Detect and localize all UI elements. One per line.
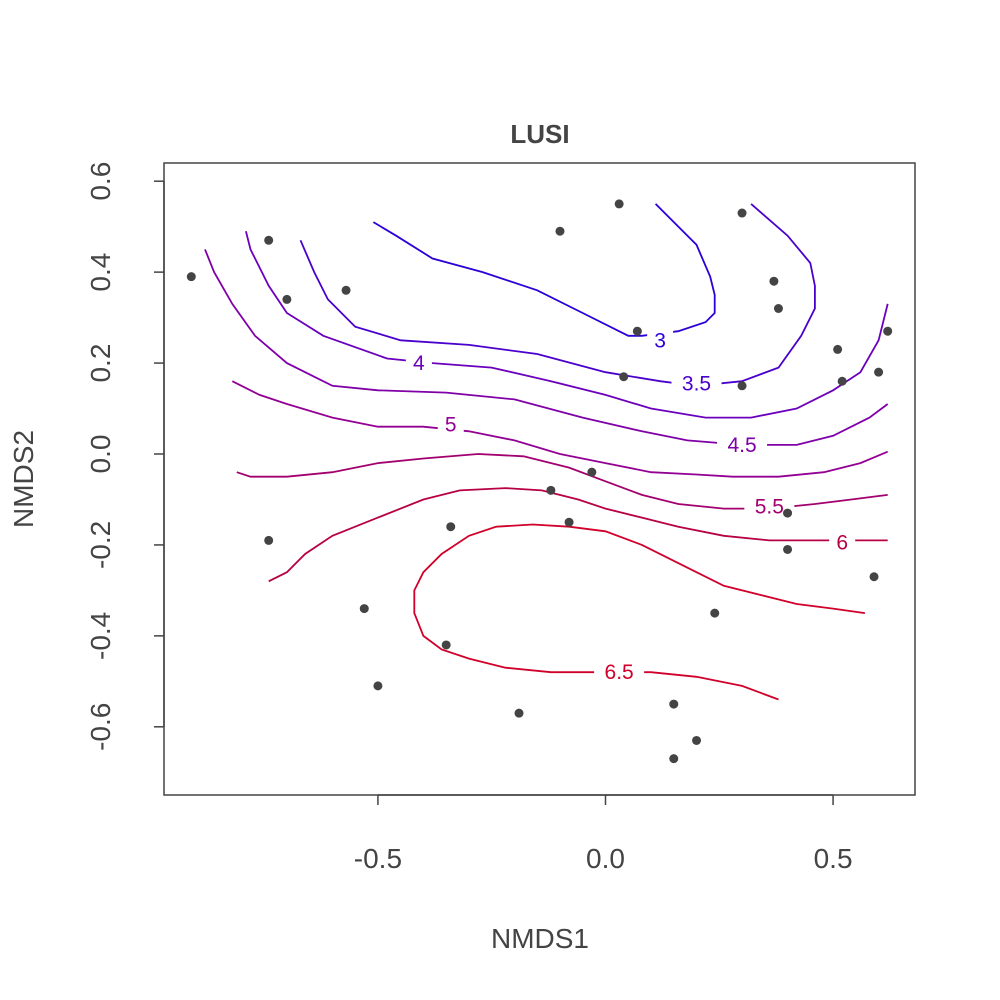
x-tick-label-1: 0.0 — [586, 843, 625, 874]
y-tick-label-1: -0.4 — [85, 612, 116, 660]
chart-title: LUSI — [510, 119, 569, 149]
data-point-25 — [710, 608, 720, 618]
contour-label-6: 6 — [836, 532, 848, 555]
x-tick-label-0: -0.5 — [354, 843, 402, 874]
data-point-18 — [564, 517, 574, 527]
contour-label-bg-1 — [671, 370, 722, 397]
data-point-13 — [837, 376, 847, 386]
data-point-7 — [769, 276, 779, 286]
data-point-3 — [341, 285, 351, 295]
data-points — [186, 199, 893, 764]
data-point-26 — [441, 640, 451, 650]
data-point-1 — [264, 235, 274, 245]
y-tick-label-4: 0.2 — [85, 344, 116, 383]
contour-line-4 — [231, 380, 889, 478]
data-point-30 — [692, 735, 702, 745]
y-tick-label-0: -0.6 — [85, 703, 116, 751]
contour-label-bg-7 — [594, 659, 645, 686]
data-point-29 — [669, 699, 679, 709]
plot-frame — [163, 162, 916, 796]
data-point-14 — [874, 367, 884, 377]
data-point-8 — [773, 303, 783, 313]
data-point-15 — [883, 326, 893, 336]
contour-line-7 — [413, 523, 866, 701]
contour-label-bg-0 — [647, 327, 674, 354]
contour-label-0: 3 — [654, 329, 666, 352]
data-point-4 — [555, 226, 565, 236]
contour-label-5: 5.5 — [755, 495, 784, 518]
data-point-9 — [632, 326, 642, 336]
data-point-16 — [587, 467, 597, 477]
contour-label-1: 3.5 — [682, 373, 711, 396]
data-point-0 — [186, 272, 196, 282]
data-point-20 — [264, 535, 274, 545]
data-point-11 — [737, 381, 747, 391]
contour-label-bg-2 — [405, 350, 432, 377]
data-point-6 — [737, 208, 747, 218]
data-point-23 — [869, 572, 879, 582]
contour-line-2 — [245, 230, 889, 419]
x-axis: -0.5 0.0 0.5 — [354, 794, 853, 874]
y-tick-label-2: -0.2 — [85, 521, 116, 569]
y-tick-label-6: 0.6 — [85, 162, 116, 201]
data-point-28 — [514, 708, 524, 718]
data-point-12 — [833, 344, 843, 354]
data-point-27 — [373, 681, 383, 691]
y-tick-label-3: 0.0 — [85, 435, 116, 474]
contour-label-7: 6.5 — [605, 661, 634, 684]
contour-label-4: 5 — [445, 413, 457, 436]
data-point-24 — [359, 604, 369, 614]
data-point-2 — [282, 294, 292, 304]
y-tick-label-5: 0.4 — [85, 253, 116, 292]
contour-line-0 — [372, 203, 716, 337]
data-point-5 — [614, 199, 624, 209]
contour-label-bg-4 — [437, 411, 464, 438]
contour-label-3: 4.5 — [727, 434, 756, 457]
data-point-19 — [446, 522, 456, 532]
y-axis: -0.6 -0.4 -0.2 0.0 0.2 0.4 0.6 — [85, 162, 165, 751]
contour-labels: 3 3.5 4 4.5 5 5.5 6 6.5 — [405, 327, 856, 686]
data-point-22 — [783, 544, 793, 554]
y-axis-label: NMDS2 — [8, 430, 39, 528]
contour-label-2: 4 — [413, 352, 425, 375]
x-axis-label: NMDS1 — [491, 923, 589, 954]
contour-label-bg-6 — [829, 529, 856, 556]
contour-line-6 — [268, 487, 888, 583]
data-point-31 — [669, 754, 679, 764]
data-point-21 — [783, 508, 793, 518]
data-point-10 — [619, 372, 629, 382]
contour-label-bg-3 — [717, 431, 768, 458]
contour-lines — [204, 203, 889, 701]
contour-line-3 — [204, 249, 889, 446]
data-point-17 — [546, 485, 556, 495]
x-tick-label-2: 0.5 — [814, 843, 853, 874]
